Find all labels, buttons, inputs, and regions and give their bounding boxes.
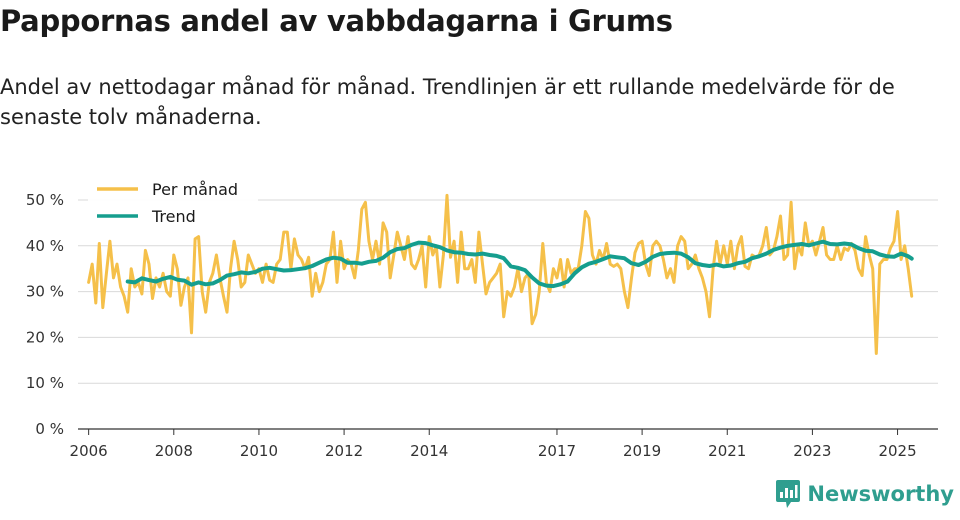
y-tick-label: 10 % [26,374,64,392]
x-tick-label: 2008 [155,442,193,460]
y-tick-label: 40 % [26,237,64,255]
brand-name: Newsworthy [807,482,954,506]
y-tick-label: 50 % [26,191,64,209]
y-tick-label: 0 % [35,420,64,438]
page-subtitle: Andel av nettodagar månad för månad. Tre… [0,75,895,129]
series-line-trend [125,239,914,289]
legend-label-trend: Trend [151,207,196,226]
y-axis: 0 % 10 % 20 % 30 % 40 % 50 % [26,191,64,438]
brand-logo: Newsworthy [775,478,954,510]
y-tick-label: 30 % [26,283,64,301]
legend-background [88,175,258,233]
x-tick-label: 2025 [878,442,916,460]
y-tick-label: 20 % [26,328,64,346]
legend: Per månad Trend [88,175,258,233]
series-line-per-manad [87,193,914,355]
x-tick-label: 2010 [240,442,278,460]
x-tick-label: 2021 [708,442,746,460]
x-tick-label: 2017 [538,442,576,460]
x-axis: 2006 2008 2010 2012 2014 2017 2019 2021 2023 2025 [70,429,917,460]
x-tick-label: 2023 [793,442,831,460]
newsworthy-logo-icon [776,480,801,508]
x-tick-label: 2012 [325,442,363,460]
x-tick-label: 2014 [410,442,448,460]
legend-label-per-manad: Per månad [152,180,238,199]
x-tick-label: 2006 [70,442,108,460]
x-tick-label: 2019 [623,442,661,460]
page-title: Pappornas andel av vabbdagarna i Grums [0,4,673,38]
gridlines [78,199,938,430]
